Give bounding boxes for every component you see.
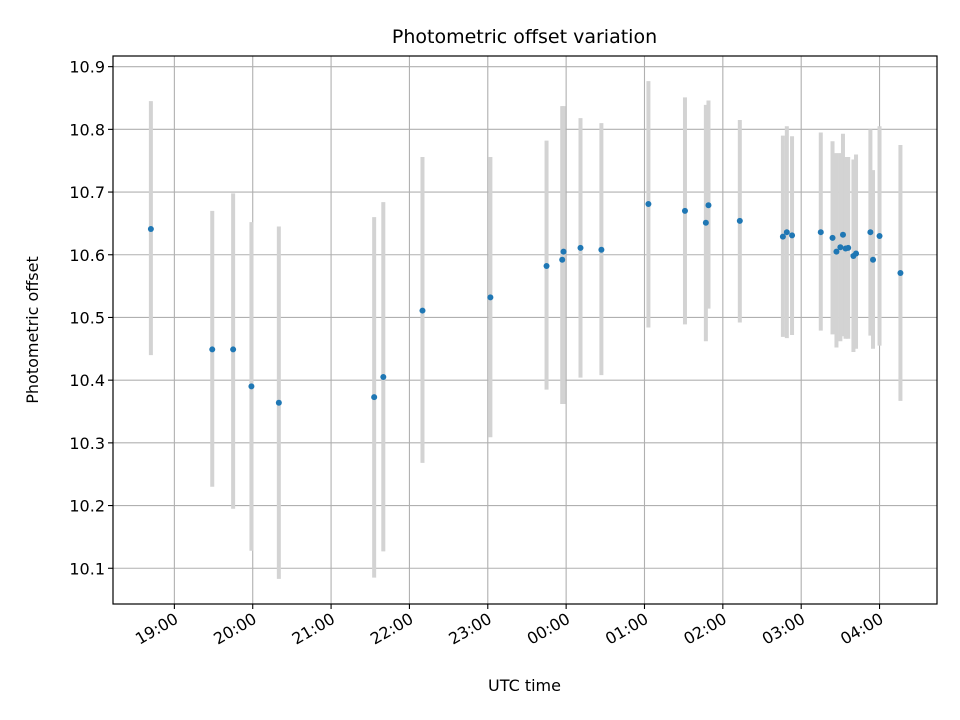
data-point [845, 244, 852, 251]
data-point [487, 294, 494, 301]
data-point [230, 346, 237, 353]
data-point [853, 250, 860, 257]
data-point [837, 244, 844, 251]
data-point [380, 374, 387, 381]
data-point [783, 229, 790, 236]
data-point [789, 232, 796, 239]
data-point [419, 307, 426, 314]
y-tick-label: 10.7 [69, 183, 105, 202]
data-point [870, 256, 877, 263]
data-point [248, 383, 255, 390]
y-tick-label: 10.5 [69, 308, 105, 327]
y-tick-label: 10.8 [69, 120, 105, 139]
data-point [897, 269, 904, 276]
y-axis-ticks: 10.1 10.2 10.3 10.4 10.5 10.6 10.7 10.8 10.9 [69, 58, 113, 578]
data-point [867, 229, 874, 236]
data-point [560, 248, 567, 255]
data-point [645, 200, 652, 207]
y-tick-label: 10.9 [69, 58, 105, 77]
chart-title: Photometric offset variation [392, 26, 657, 48]
y-tick-label: 10.4 [69, 371, 105, 390]
data-point [559, 256, 566, 263]
data-points [147, 200, 904, 406]
data-point [681, 207, 688, 214]
data-point [829, 234, 836, 241]
data-point [209, 346, 216, 353]
data-point [779, 233, 786, 240]
y-tick-label: 10.1 [69, 559, 105, 578]
data-point [598, 246, 605, 253]
data-point [833, 248, 840, 255]
data-point [577, 244, 584, 251]
y-tick-label: 10.2 [69, 497, 105, 516]
data-point [275, 399, 282, 406]
data-point [817, 229, 824, 236]
data-point [839, 231, 846, 238]
y-tick-label: 10.3 [69, 434, 105, 453]
y-tick-label: 10.6 [69, 246, 105, 265]
data-point [736, 217, 743, 224]
data-point [876, 232, 883, 239]
plot-frame [112, 55, 938, 605]
data-point [147, 226, 154, 233]
data-point [371, 394, 378, 401]
data-point [543, 263, 550, 270]
x-axis-label: UTC time [488, 676, 561, 695]
data-point [702, 219, 709, 226]
data-point [705, 202, 712, 209]
y-axis-label: Photometric offset [23, 256, 42, 404]
